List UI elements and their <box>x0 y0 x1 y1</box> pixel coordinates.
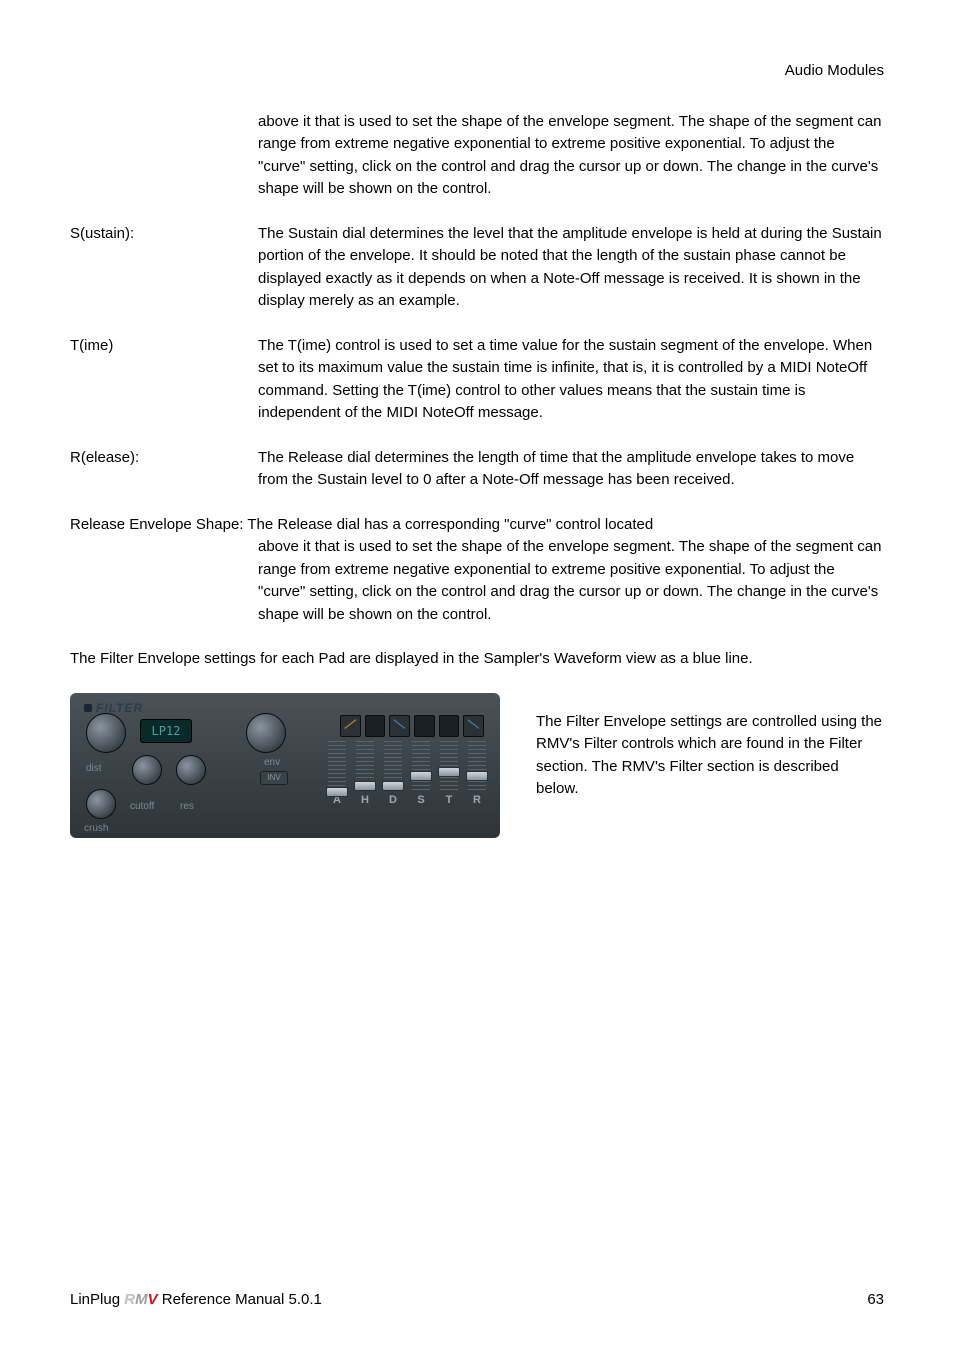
page-header-section: Audio Modules <box>70 60 884 83</box>
envelope-sliders: AH D S T R <box>310 739 490 809</box>
crush-label: crush <box>84 821 108 836</box>
envelope-curve-row <box>310 715 490 737</box>
curve-release[interactable] <box>463 715 484 737</box>
logo-m: M <box>135 1291 148 1308</box>
logo-r: R <box>124 1291 135 1308</box>
term-time: T(ime) <box>70 335 258 425</box>
definition-release: R(elease): The Release dial determines t… <box>70 447 884 492</box>
env-slider-label-s: S <box>417 792 424 809</box>
curve-attack[interactable] <box>340 715 361 737</box>
cutoff-label: cutoff <box>130 799 154 814</box>
env-slider-r[interactable]: R <box>464 739 490 809</box>
dist-label: dist <box>86 761 102 776</box>
curve-hold[interactable] <box>365 715 386 737</box>
definition-sustain: S(ustain): The Sustain dial determines t… <box>70 223 884 313</box>
body-sustain: The Sustain dial determines the level th… <box>258 223 884 313</box>
rmv-logo: RMV <box>124 1291 157 1308</box>
continuation-paragraph: above it that is used to set the shape o… <box>258 111 884 201</box>
env-slider-label-h: H <box>361 792 369 809</box>
env-slider-h[interactable]: H <box>352 739 378 809</box>
env-slider-t[interactable]: T <box>436 739 462 809</box>
env-slider-a[interactable]: A <box>324 739 350 809</box>
filter-main-knob[interactable] <box>86 713 126 753</box>
definition-release-shape: Release Envelope Shape: The Release dial… <box>70 514 884 627</box>
env-label: env <box>264 755 280 770</box>
filter-led-icon <box>84 704 92 712</box>
res-label: res <box>180 799 194 814</box>
env-slider-d[interactable]: D <box>380 739 406 809</box>
page-footer: LinPlug RMV Reference Manual 5.0.1 63 <box>70 1289 884 1312</box>
logo-v: V <box>148 1291 158 1308</box>
footer-prefix: LinPlug <box>70 1291 124 1308</box>
curve-sustain[interactable] <box>414 715 435 737</box>
curve-decay[interactable] <box>389 715 410 737</box>
env-slider-label-r: R <box>473 792 481 809</box>
inv-button[interactable]: INV <box>260 771 288 785</box>
filter-right-knob[interactable] <box>246 713 286 753</box>
paragraph-waveform-note: The Filter Envelope settings for each Pa… <box>70 648 884 671</box>
filter-type-lcd[interactable]: LP12 <box>140 719 192 743</box>
page-number: 63 <box>867 1289 884 1312</box>
footer-left: LinPlug RMV Reference Manual 5.0.1 <box>70 1289 322 1312</box>
filter-envelope-section: AH D S T R <box>310 715 490 809</box>
env-slider-s[interactable]: S <box>408 739 434 809</box>
curve-time[interactable] <box>439 715 460 737</box>
env-slider-label-d: D <box>389 792 397 809</box>
env-slider-label-t: T <box>446 792 453 809</box>
release-shape-rest: above it that is used to set the shape o… <box>258 536 884 626</box>
term-sustain: S(ustain): <box>70 223 258 313</box>
body-time: The T(ime) control is used to set a time… <box>258 335 884 425</box>
term-release: R(elease): <box>70 447 258 492</box>
release-shape-lead: Release Envelope Shape: The Release dial… <box>70 514 884 537</box>
crush-knob[interactable] <box>86 789 116 819</box>
dist-knob-1[interactable] <box>132 755 162 785</box>
dist-knob-2[interactable] <box>176 755 206 785</box>
filter-description-text: The Filter Envelope settings are control… <box>536 693 884 801</box>
footer-suffix: Reference Manual 5.0.1 <box>158 1291 322 1308</box>
body-release: The Release dial determines the length o… <box>258 447 884 492</box>
definition-time: T(ime) The T(ime) control is used to set… <box>70 335 884 425</box>
filter-panel-screenshot: FILTER LP12 dist env INV cutoff res crus… <box>70 693 500 838</box>
